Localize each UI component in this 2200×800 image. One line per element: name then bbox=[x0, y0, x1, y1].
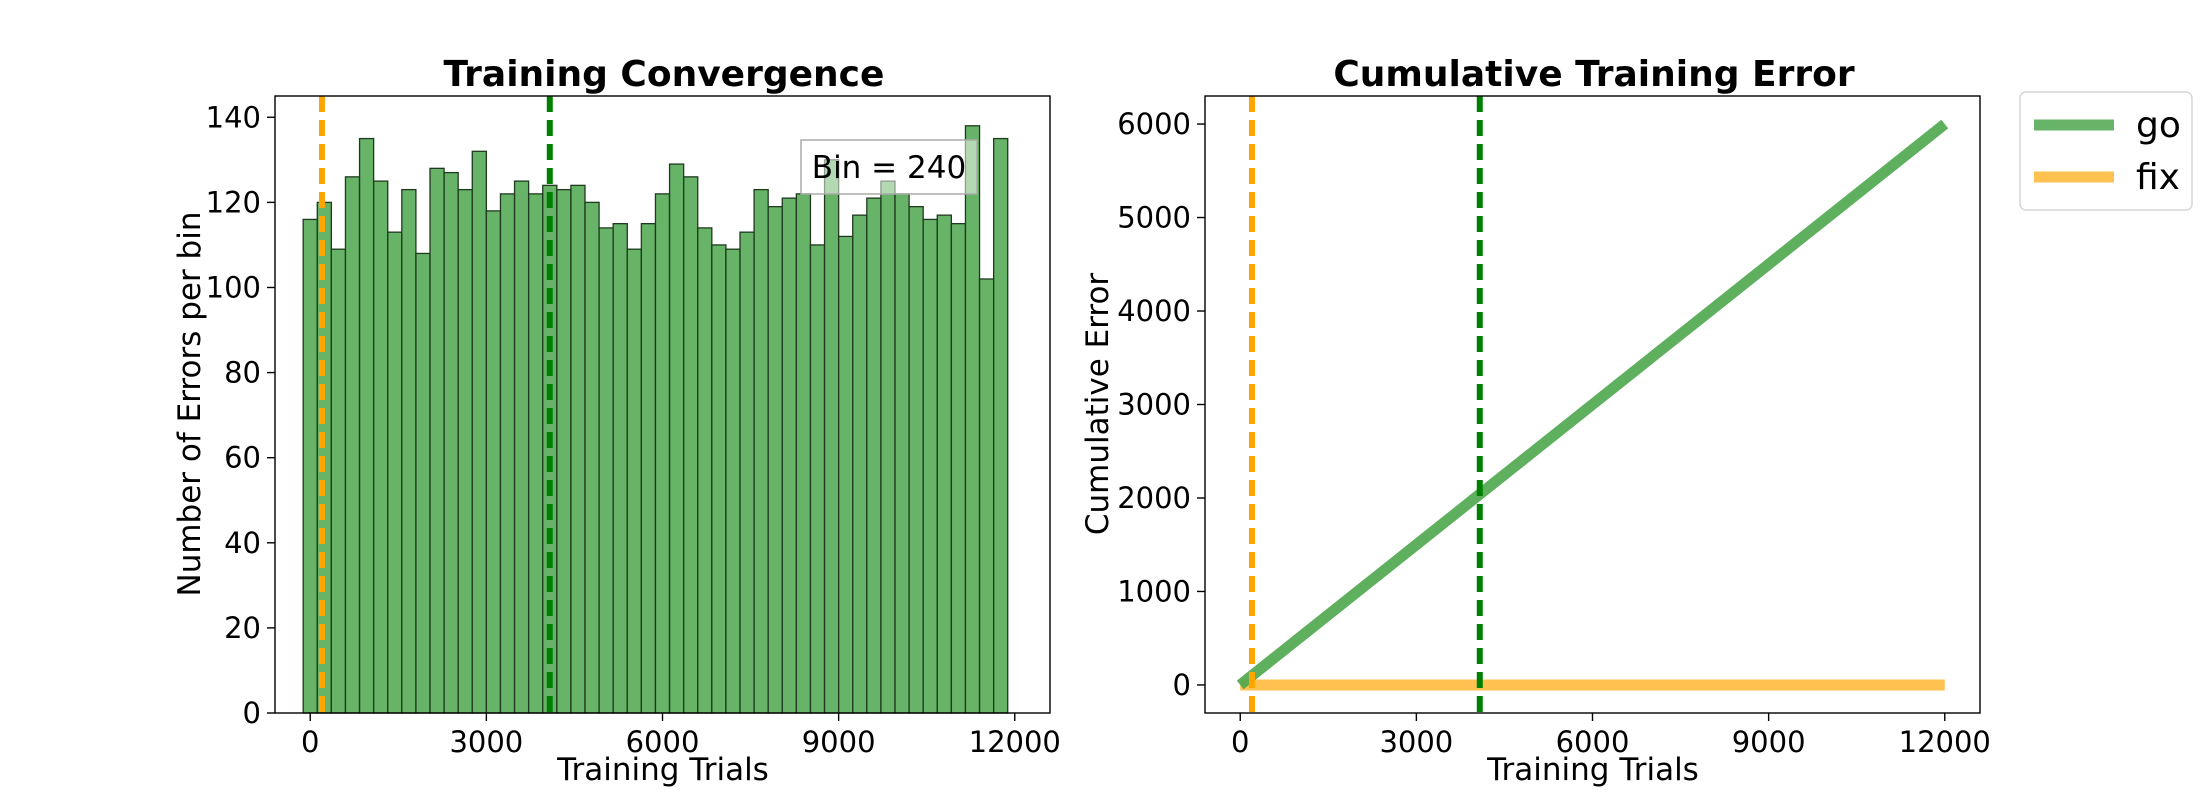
histogram-y-tick-label: 0 bbox=[243, 696, 261, 730]
histogram-reference-lines bbox=[318, 96, 553, 713]
histogram-bar bbox=[429, 167, 445, 714]
histogram-bar bbox=[936, 214, 953, 714]
cumulative-x-tick-label: 6000 bbox=[1556, 725, 1630, 759]
histogram-bar bbox=[795, 193, 812, 714]
histogram-bar bbox=[302, 218, 318, 714]
cumulative-y-tick-label: 3000 bbox=[1117, 388, 1191, 422]
histogram-bar bbox=[358, 137, 375, 714]
cumulative-series-lines bbox=[1236, 119, 1949, 691]
histogram-bar bbox=[908, 205, 924, 714]
histogram-x-tick-label: 6000 bbox=[626, 725, 700, 759]
histogram-y-tick-label: 140 bbox=[206, 100, 261, 134]
cumulative-y-tick-label: 0 bbox=[1173, 668, 1191, 702]
histogram-bar bbox=[668, 163, 685, 714]
cumulative-x-axis-label: Training Trials bbox=[1486, 752, 1699, 788]
histogram-y-tick-label: 40 bbox=[224, 526, 261, 560]
histogram-bar bbox=[837, 235, 854, 714]
series-line-go bbox=[1236, 119, 1949, 690]
histogram-bar bbox=[513, 180, 530, 714]
histogram-bar bbox=[401, 188, 417, 714]
bin-size-annotation-box bbox=[800, 139, 978, 195]
cumulative-x-tick-label: 0 bbox=[1231, 725, 1249, 759]
histogram-bar bbox=[344, 176, 361, 714]
histogram-bar bbox=[612, 223, 628, 714]
histogram-bar bbox=[527, 193, 544, 714]
histogram-bar bbox=[866, 197, 882, 714]
histogram-bar bbox=[739, 231, 755, 714]
cumulative-x-tick-label: 3000 bbox=[1379, 725, 1453, 759]
bin-size-annotation: Bin = 240 bbox=[800, 139, 978, 195]
cumulative-title: Cumulative Training Error bbox=[1333, 54, 1855, 95]
legend-label-go: go bbox=[2136, 105, 2181, 146]
histogram-y-tick-label: 80 bbox=[224, 356, 261, 390]
cumulative-x-tick-label: 12000 bbox=[1899, 725, 1991, 759]
histogram-bar bbox=[471, 150, 488, 714]
legend: go fix bbox=[2019, 91, 2193, 211]
histogram-x-tick-label: 12000 bbox=[969, 725, 1061, 759]
histogram-chart: Training Convergence 0 3000 6000 9000 12000 … bbox=[172, 54, 1061, 788]
histogram-title: Training Convergence bbox=[444, 54, 885, 95]
cumulative-chart: Cumulative Training Error 0 3000 6000 9000 1… bbox=[1080, 54, 1991, 788]
cumulative-y-tick-label: 6000 bbox=[1117, 107, 1191, 141]
histogram-x-tick-label: 0 bbox=[301, 725, 319, 759]
legend-label-fix: fix bbox=[2136, 157, 2180, 198]
histogram-x-tick-label: 9000 bbox=[802, 725, 876, 759]
histogram-y-ticks: 0 20 40 60 80 100 120 140 bbox=[206, 100, 275, 730]
cumulative-y-ticks: 0 1000 2000 3000 4000 5000 6000 bbox=[1117, 107, 1205, 702]
histogram-x-tick-label: 3000 bbox=[449, 725, 523, 759]
histogram-bar bbox=[711, 244, 727, 714]
histogram-bar bbox=[922, 218, 938, 714]
histogram-bar bbox=[598, 227, 614, 714]
histogram-bar bbox=[809, 244, 826, 714]
histogram-x-ticks: 0 3000 6000 9000 12000 bbox=[301, 713, 1061, 759]
histogram-bar bbox=[499, 193, 516, 714]
histogram-bar bbox=[584, 201, 600, 714]
cumulative-y-tick-label: 4000 bbox=[1117, 294, 1191, 328]
cumulative-y-tick-label: 5000 bbox=[1117, 201, 1191, 235]
cumulative-x-ticks: 0 3000 6000 9000 12000 bbox=[1231, 713, 1991, 759]
histogram-bar bbox=[457, 188, 473, 714]
histogram-bar bbox=[880, 180, 896, 714]
histogram-bar bbox=[767, 205, 783, 714]
histogram-bar bbox=[372, 180, 389, 714]
histogram-bar bbox=[725, 248, 741, 714]
cumulative-x-tick-label: 9000 bbox=[1732, 725, 1806, 759]
histogram-bar bbox=[330, 248, 347, 714]
histogram-bar bbox=[823, 159, 840, 714]
histogram-bar bbox=[387, 231, 403, 714]
cumulative-y-axis-label: Cumulative Error bbox=[1080, 273, 1116, 536]
histogram-bar bbox=[485, 210, 502, 714]
cumulative-y-tick-label: 2000 bbox=[1117, 481, 1191, 515]
histogram-bars bbox=[302, 125, 1009, 714]
histogram-y-tick-label: 20 bbox=[224, 611, 261, 645]
histogram-bar bbox=[654, 193, 671, 714]
histogram-bar bbox=[781, 197, 798, 714]
histogram-bar bbox=[626, 248, 643, 714]
histogram-x-axis-label: Training Trials bbox=[556, 752, 769, 788]
bin-size-annotation-text: Bin = 240 bbox=[812, 150, 966, 186]
histogram-y-axis-label: Number of Errors per bin bbox=[172, 212, 208, 597]
histogram-bar bbox=[978, 278, 995, 714]
histogram-bar bbox=[682, 176, 699, 714]
histogram-bar bbox=[415, 252, 431, 714]
histogram-bar bbox=[697, 227, 713, 714]
histogram-bar bbox=[894, 193, 910, 714]
histogram-bar bbox=[443, 171, 459, 714]
histogram-y-tick-label: 120 bbox=[206, 185, 261, 219]
histogram-bar bbox=[992, 137, 1009, 714]
histogram-bar bbox=[753, 188, 769, 714]
histogram-bar bbox=[964, 125, 981, 714]
histogram-bar bbox=[640, 223, 657, 714]
cumulative-reference-lines bbox=[1248, 96, 1483, 713]
histogram-bar bbox=[570, 184, 586, 714]
histogram-bar bbox=[556, 188, 572, 714]
cumulative-y-tick-label: 1000 bbox=[1117, 574, 1191, 608]
histogram-bar bbox=[852, 214, 868, 714]
histogram-bar bbox=[950, 223, 967, 714]
histogram-y-tick-label: 100 bbox=[206, 270, 261, 304]
histogram-y-tick-label: 60 bbox=[224, 441, 261, 475]
